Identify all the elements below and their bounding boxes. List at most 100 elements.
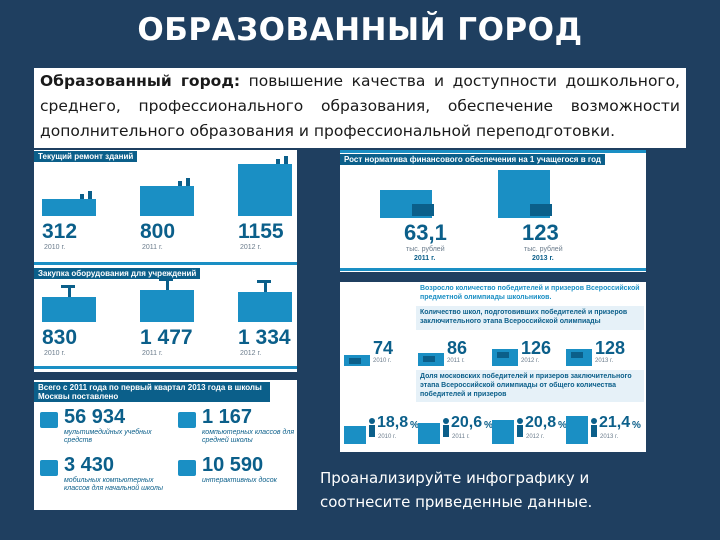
- shares-percent: %: [484, 420, 493, 431]
- repair-chimney-icon: [186, 178, 190, 186]
- shares-percent: %: [632, 420, 641, 431]
- equipment-value: 1 334: [238, 326, 291, 349]
- shares-value: 21,4: [599, 414, 631, 431]
- equipment-header: Закупка оборудования для учреждений: [34, 268, 201, 279]
- equipment-year: 2010 г.: [44, 350, 66, 357]
- schools-value: 74: [373, 338, 394, 358]
- person-icon: [369, 425, 375, 437]
- repair-chimney-icon: [276, 159, 280, 164]
- supplied-caption: мобильных компьютерных классов для начал…: [64, 477, 164, 492]
- shares-value: 20,8: [525, 414, 557, 431]
- shares-percent: %: [410, 420, 419, 431]
- repair-year: 2010 г.: [44, 244, 66, 251]
- supplied-value: 3 430: [64, 454, 115, 476]
- repair-bar: [42, 199, 96, 216]
- repair-value: 312: [42, 220, 78, 243]
- shares-value: 20,6: [451, 414, 483, 431]
- olympiad-box1: Количество школ, подготовивших победител…: [416, 306, 644, 330]
- supplied-value: 1 167: [202, 406, 253, 428]
- shares-year: 2011 г.: [452, 434, 470, 440]
- equipment-bar: [140, 290, 194, 322]
- repair-bar: [140, 186, 194, 216]
- person-icon: [517, 425, 523, 437]
- school-icon: [497, 352, 509, 358]
- equipment-crane-icon: [166, 278, 169, 290]
- schools-value: 86: [447, 338, 468, 358]
- equipment-crane-icon: [257, 280, 271, 283]
- funding-value: 63,1: [404, 220, 447, 245]
- person-icon: [591, 425, 597, 437]
- wallet-icon: [530, 204, 552, 216]
- equipment-value: 1 477: [140, 326, 193, 349]
- repair-header: Текущий ремонт зданий: [34, 151, 138, 162]
- equipment-crane-icon: [68, 285, 71, 297]
- funding-unit: тыс. рублей: [406, 246, 445, 253]
- repair-value: 800: [140, 220, 176, 243]
- equipment-year: 2011 г.: [142, 350, 163, 357]
- person-icon: [369, 418, 375, 424]
- equipment-year: 2012 г.: [240, 350, 262, 357]
- supplied-header-text: Всего с 2011 года по первый квартал 2013…: [38, 383, 262, 401]
- repair-value: 1155: [238, 220, 284, 243]
- schools-year: 2011 г.: [447, 358, 465, 364]
- equipment-value: 830: [42, 326, 78, 349]
- shares-bar: [418, 423, 440, 444]
- funding-year: 2011 г.: [414, 255, 436, 262]
- shares-bar: [492, 420, 514, 444]
- schools-year: 2010 г.: [373, 358, 392, 364]
- funding-unit: тыс. рублей: [524, 246, 563, 253]
- equipment-bar: [238, 292, 292, 322]
- shares-year: 2013 г.: [600, 434, 619, 440]
- olympiad-box1-text: Количество школ, подготовивших победител…: [420, 309, 628, 325]
- person-icon: [591, 418, 597, 424]
- equipment-crane-icon: [61, 285, 75, 288]
- repair-chimney-icon: [88, 191, 92, 199]
- school-icon: [349, 358, 361, 364]
- schools-year: 2012 г.: [521, 358, 540, 364]
- lead-paragraph: Образованный город: повышение качества и…: [34, 68, 686, 148]
- shares-bar: [566, 416, 588, 444]
- lead-text: повышение качества и доступности дошколь…: [40, 72, 680, 140]
- repair-year: 2011 г.: [142, 244, 163, 251]
- board-icon: [178, 460, 196, 476]
- supplied-value: 10 590: [202, 454, 264, 476]
- monitor-icon: [40, 412, 58, 428]
- school-icon: [423, 356, 435, 362]
- panel-olympiad: Возросло количество победителей и призер…: [340, 282, 646, 452]
- funding-header: Рост норматива финансового обеспечения н…: [340, 154, 605, 165]
- olympiad-header: Возросло количество победителей и призер…: [416, 282, 644, 304]
- supplied-caption: интерактивных досок: [202, 477, 277, 484]
- funding-strip-bottom: [340, 268, 646, 271]
- lead-bold: Образованный город:: [40, 72, 241, 90]
- supplied-value: 56 934: [64, 406, 126, 428]
- repair-strip: [34, 262, 297, 265]
- phone-icon: [40, 460, 58, 476]
- olympiad-header-text: Возросло количество победителей и призер…: [420, 285, 640, 301]
- supplied-caption: компьютерных классов для средней школы: [202, 429, 295, 444]
- person-icon: [517, 418, 523, 424]
- repair-chimney-icon: [80, 194, 84, 199]
- schools-year: 2013 г.: [595, 358, 614, 364]
- wallet-icon: [412, 204, 434, 216]
- person-icon: [443, 418, 449, 424]
- shares-year: 2010 г.: [378, 434, 397, 440]
- shares-value: 18,8: [377, 414, 409, 431]
- funding-strip-top: [340, 150, 646, 153]
- funding-value: 123: [522, 220, 559, 245]
- equipment-crane-icon: [159, 278, 173, 281]
- equipment-strip: [34, 366, 297, 369]
- schools-value: 126: [521, 338, 552, 358]
- shares-year: 2012 г.: [526, 434, 545, 440]
- school-icon: [571, 352, 583, 358]
- repair-chimney-icon: [284, 156, 288, 164]
- supplied-caption: мультимедийных учебных средств: [64, 429, 152, 444]
- repair-bar: [238, 164, 292, 216]
- panel-supplied: Всего с 2011 года по первый квартал 2013…: [34, 380, 297, 510]
- slide-title: ОБРАЗОВАННЫЙ ГОРОД: [137, 12, 583, 48]
- repair-year: 2012 г.: [240, 244, 262, 251]
- repair-chimney-icon: [178, 181, 182, 186]
- panel-repair-equipment: Текущий ремонт зданий 312 2010 г. 800 2011 …: [34, 150, 297, 372]
- shares-bar: [344, 426, 366, 444]
- person-icon: [443, 425, 449, 437]
- supplied-header: Всего с 2011 года по первый квартал 2013…: [34, 382, 270, 402]
